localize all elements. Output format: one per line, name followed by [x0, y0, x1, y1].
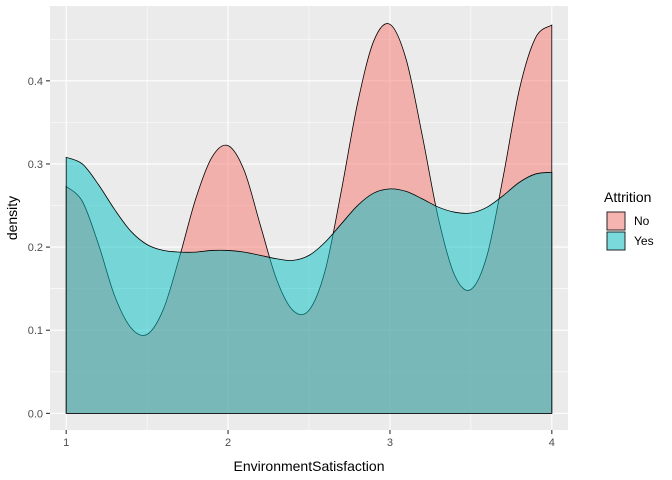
y-tick-label: 0.2 — [28, 242, 43, 254]
y-tick-label: 0.1 — [28, 325, 43, 337]
legend: Attrition No Yes — [604, 189, 654, 251]
y-axis-title: density — [4, 196, 20, 240]
y-tick-label: 0.3 — [28, 159, 43, 171]
density-area-yes — [65, 156, 553, 414]
y-tick-label: 0.4 — [28, 76, 43, 88]
x-tick-label: 2 — [225, 437, 231, 449]
x-tick-label: 3 — [387, 437, 393, 449]
y-tick-label: 0.0 — [28, 408, 43, 420]
legend-label-yes: Yes — [634, 234, 654, 248]
x-tick-label: 4 — [549, 437, 555, 449]
legend-key-yes — [606, 231, 626, 251]
legend-key-no — [606, 211, 626, 231]
x-axis-title: EnvironmentSatisfaction — [234, 458, 385, 474]
x-axis: 1 2 3 4 — [63, 430, 555, 449]
y-axis: 0.0 0.1 0.2 0.3 0.4 — [28, 76, 50, 420]
x-tick-label: 1 — [63, 437, 69, 449]
legend-label-no: No — [634, 214, 650, 228]
density-areas — [65, 23, 553, 414]
legend-title: Attrition — [604, 189, 651, 205]
